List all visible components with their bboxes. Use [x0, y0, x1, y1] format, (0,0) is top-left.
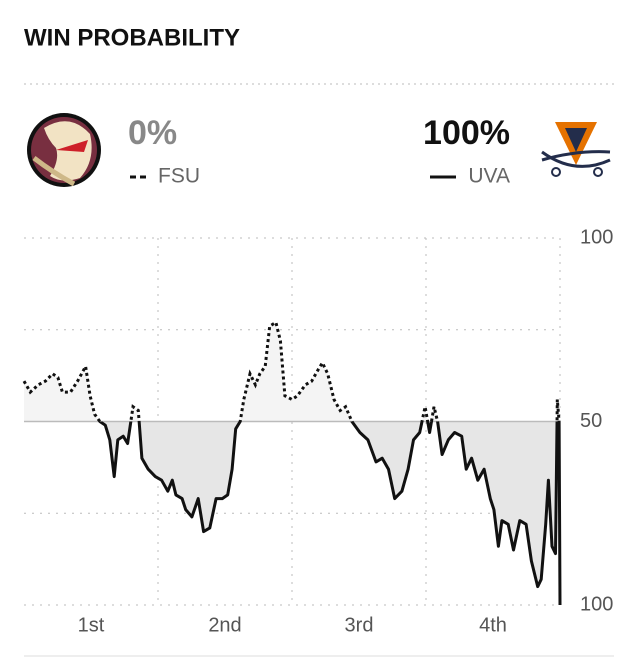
fsu-legend-label: FSU: [158, 165, 200, 188]
area-below: [24, 421, 560, 605]
line-uva: [98, 421, 562, 606]
line-fsu: [22, 320, 561, 422]
uva-legend-label: UVA: [468, 165, 510, 188]
y-tick-label: 50: [580, 410, 602, 432]
y-tick-label: 100: [580, 593, 613, 615]
plot: 100 50 100 1st 2nd 3rd 4th: [22, 226, 613, 636]
title: WIN PROBABILITY: [24, 24, 240, 51]
x-tick-label: 3rd: [345, 614, 374, 636]
x-tick-label: 4th: [479, 614, 507, 636]
uva-probability: 100%: [423, 114, 510, 152]
y-tick-label: 100: [580, 226, 613, 248]
fsu-probability: 0%: [128, 114, 177, 152]
fsu-logo: [27, 113, 101, 187]
x-tick-label: 2nd: [208, 614, 241, 636]
x-tick-label: 1st: [78, 614, 105, 636]
area-above: [24, 322, 560, 422]
uva-logo: [541, 122, 611, 177]
